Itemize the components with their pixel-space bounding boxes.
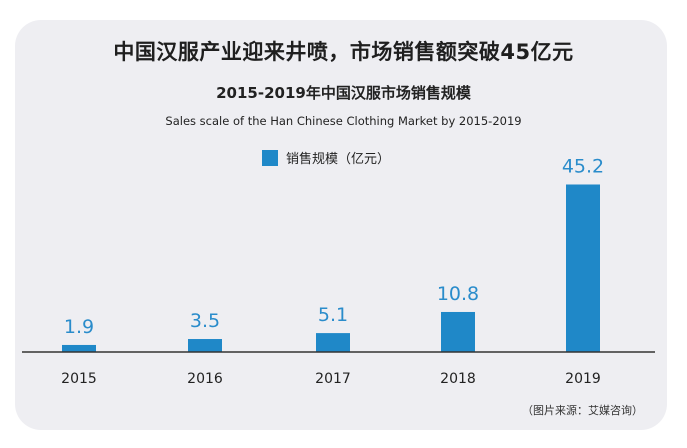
legend-swatch [262, 149, 278, 166]
data-label-2019: 45.2 [562, 155, 604, 177]
data-label-2018: 10.8 [437, 283, 479, 305]
legend: 销售规模（亿元） [262, 148, 390, 167]
legend-label: 销售规模（亿元） [286, 152, 391, 167]
x-tick-label-2017: 2017 [315, 371, 351, 387]
data-label-2016: 3.5 [190, 310, 220, 332]
data-label-2015: 1.9 [64, 316, 94, 338]
bar-2015 [62, 344, 96, 352]
x-tick-label-2019: 2019 [565, 371, 601, 387]
source-note: （图片来源：艾媒咨询） [522, 404, 643, 417]
x-tick-label-2016: 2016 [187, 371, 223, 387]
chart-card [15, 20, 667, 430]
x-tick-label-2015: 2015 [61, 371, 97, 387]
headline: 中国汉服产业迎来井喷，市场销售额突破45亿元 [113, 40, 574, 64]
x-tick-label-2018: 2018 [440, 371, 476, 387]
bar-2019 [566, 184, 600, 352]
chart-subtitle: Sales scale of the Han Chinese Clothing … [165, 114, 522, 128]
chart-title: 2015-2019年中国汉服市场销售规模 [216, 84, 471, 102]
bar-2018 [441, 311, 475, 352]
data-label-2017: 5.1 [318, 304, 348, 326]
bar-2017 [316, 333, 350, 352]
bar-2016 [188, 339, 222, 352]
